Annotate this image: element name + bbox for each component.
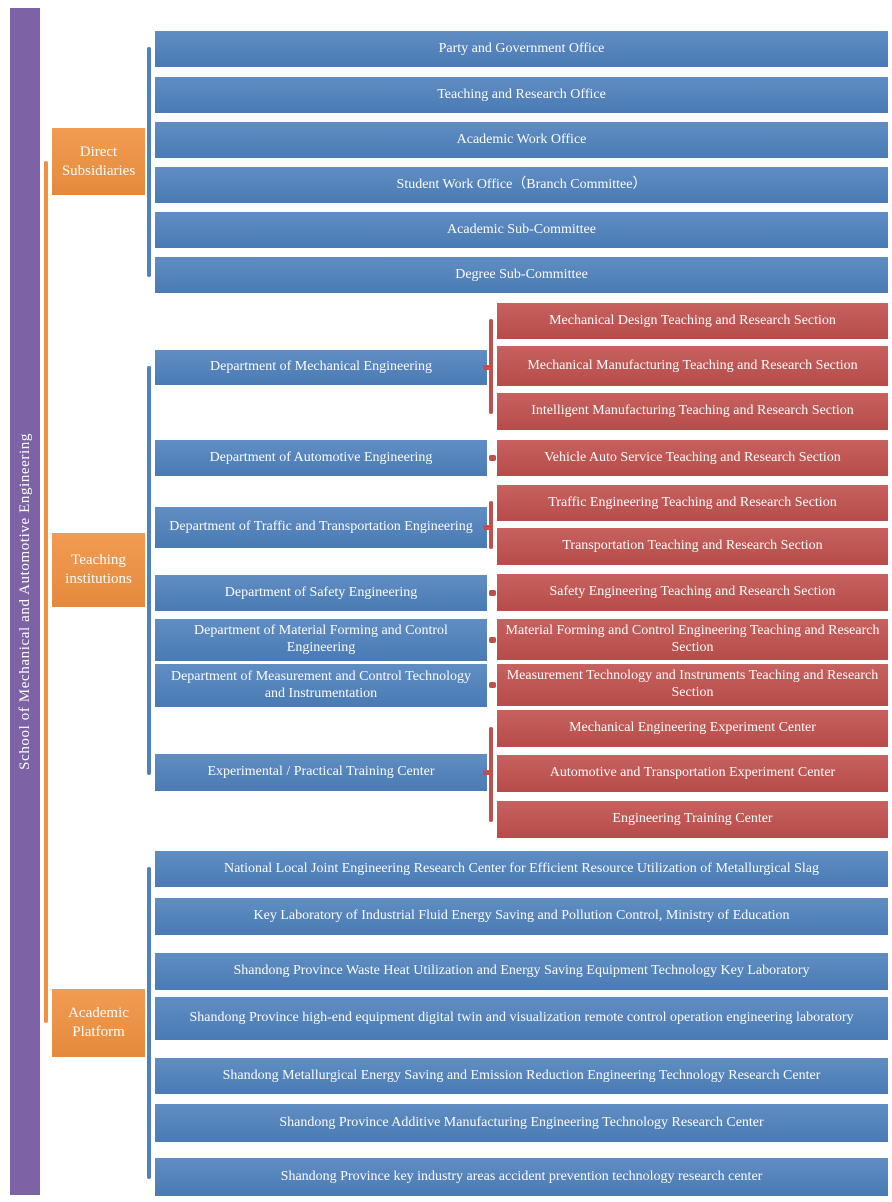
section-box-label: Traffic Engineering Teaching and Researc… — [548, 494, 837, 510]
section-box-label: Mechanical Design Teaching and Research … — [549, 312, 836, 328]
office-box: Party and Government Office — [155, 31, 888, 67]
platform-box: Shandong Province Additive Manufacturing… — [155, 1104, 888, 1142]
office-box-label: Student Work Office（Branch Committee） — [396, 176, 647, 192]
department-box-label: Department of Mechanical Engineering — [210, 359, 432, 375]
section-box-label: Safety Engineering Teaching and Research… — [549, 584, 836, 600]
section-box-label: Measurement Technology and Instruments T… — [506, 668, 879, 700]
platform-box: Shandong Metallurgical Energy Saving and… — [155, 1058, 888, 1094]
section-box-label: Mechanical Engineering Experiment Center — [569, 720, 816, 736]
section-box-label: Mechanical Manufacturing Teaching and Re… — [527, 357, 858, 373]
office-box: Degree Sub-Committee — [155, 257, 888, 293]
section-box-label: Automotive and Transportation Experiment… — [549, 765, 836, 781]
section-connector-dash — [489, 636, 496, 643]
office-box: Student Work Office（Branch Committee） — [155, 167, 888, 203]
office-box-label: Degree Sub-Committee — [455, 266, 588, 282]
section-connector-dash — [483, 525, 490, 530]
office-box-label: Party and Government Office — [438, 40, 605, 56]
section-connector-dash — [483, 770, 490, 775]
platform-box: Shandong Province high-end equipment dig… — [155, 997, 888, 1040]
sections-bracket-line — [489, 726, 493, 822]
platform-box: National Local Joint Engineering Researc… — [155, 851, 888, 887]
department-box: Department of Mechanical Engineering — [155, 350, 487, 385]
section-box: Mechanical Engineering Experiment Center — [497, 710, 888, 747]
group-label-direct-subsidiaries: Direct Subsidiaries — [52, 128, 145, 195]
section-connector-dash — [489, 682, 496, 688]
section-box-label: Intelligent Manufacturing Teaching and R… — [531, 403, 854, 419]
section-box: Mechanical Manufacturing Teaching and Re… — [497, 346, 888, 386]
section-box: Measurement Technology and Instruments T… — [497, 664, 888, 706]
platform-box: Shandong Province key industry areas acc… — [155, 1158, 888, 1196]
office-box-label: Academic Sub-Committee — [447, 221, 596, 237]
section-box: Safety Engineering Teaching and Research… — [497, 574, 888, 611]
office-box: Academic Sub-Committee — [155, 212, 888, 248]
section-box: Engineering Training Center — [497, 801, 888, 838]
orange-spine-line — [44, 161, 48, 1023]
section-connector-dash — [489, 455, 496, 461]
platform-box-label: Shandong Province Waste Heat Utilization… — [233, 963, 810, 979]
section-box: Automotive and Transportation Experiment… — [497, 755, 888, 792]
root-banner: School of Mechanical and Automotive Engi… — [10, 8, 40, 1195]
section-box-label: Material Forming and Control Engineering… — [505, 622, 880, 655]
platform-box-label: Shandong Province key industry areas acc… — [280, 1168, 763, 1184]
sections-bracket-line — [489, 501, 493, 549]
department-box-label: Department of Traffic and Transportation… — [169, 519, 473, 535]
department-box: Experimental / Practical Training Center — [155, 754, 487, 791]
group-label-teaching-institutions: Teaching institutions — [52, 533, 145, 607]
department-box: Department of Safety Engineering — [155, 575, 487, 611]
group-label-direct-subsidiaries-label: Direct Subsidiaries — [61, 143, 136, 179]
section-box: Material Forming and Control Engineering… — [497, 619, 888, 660]
group-label-academic-platform-label: Academic Platform — [68, 1005, 129, 1040]
platform-box: Key Laboratory of Industrial Fluid Energ… — [155, 898, 888, 935]
department-box-label: Department of Safety Engineering — [224, 584, 418, 600]
office-box: Academic Work Office — [155, 122, 888, 158]
group-label-teaching-institutions-label: Teaching institutions — [65, 552, 132, 587]
root-label: School of Mechanical and Automotive Engi… — [16, 433, 33, 770]
group-label-academic-platform: Academic Platform — [52, 989, 145, 1057]
platform-box: Shandong Province Waste Heat Utilization… — [155, 953, 888, 990]
department-box-label: Department of Measurement and Control Te… — [170, 668, 472, 701]
section-box-label: Vehicle Auto Service Teaching and Resear… — [544, 449, 841, 465]
office-box-label: Teaching and Research Office — [437, 86, 606, 102]
section-box: Traffic Engineering Teaching and Researc… — [497, 485, 888, 521]
departments-bracket-line — [147, 365, 151, 775]
sections-bracket-line — [489, 319, 493, 414]
platform-box-label: Shandong Province Additive Manufacturing… — [279, 1114, 764, 1130]
department-box: Department of Measurement and Control Te… — [155, 664, 487, 707]
platform-box-label: Key Laboratory of Industrial Fluid Energ… — [253, 908, 790, 924]
section-connector-dash — [483, 365, 490, 370]
department-box: Department of Automotive Engineering — [155, 440, 487, 476]
department-box-label: Experimental / Practical Training Center — [207, 764, 435, 780]
office-box: Teaching and Research Office — [155, 77, 888, 113]
section-box: Intelligent Manufacturing Teaching and R… — [497, 393, 888, 430]
section-box-label: Transportation Teaching and Research Sec… — [562, 538, 823, 554]
platform-box-label: National Local Joint Engineering Researc… — [223, 860, 820, 876]
section-box-label: Engineering Training Center — [612, 811, 773, 827]
academic-platform-bracket-line — [147, 867, 151, 1179]
section-box: Transportation Teaching and Research Sec… — [497, 528, 888, 565]
platform-box-label: Shandong Metallurgical Energy Saving and… — [222, 1067, 821, 1083]
section-connector-dash — [489, 589, 496, 596]
office-box-label: Academic Work Office — [456, 131, 587, 147]
direct-subsidiaries-bracket-line — [147, 47, 151, 277]
platform-box-label: Shandong Province high-end equipment dig… — [189, 1010, 854, 1026]
department-box: Department of Traffic and Transportation… — [155, 507, 487, 548]
section-box: Vehicle Auto Service Teaching and Resear… — [497, 440, 888, 476]
section-box: Mechanical Design Teaching and Research … — [497, 303, 888, 339]
department-box-label: Department of Automotive Engineering — [209, 449, 433, 465]
department-box: Department of Material Forming and Contr… — [155, 619, 487, 661]
department-box-label: Department of Material Forming and Contr… — [194, 623, 448, 655]
